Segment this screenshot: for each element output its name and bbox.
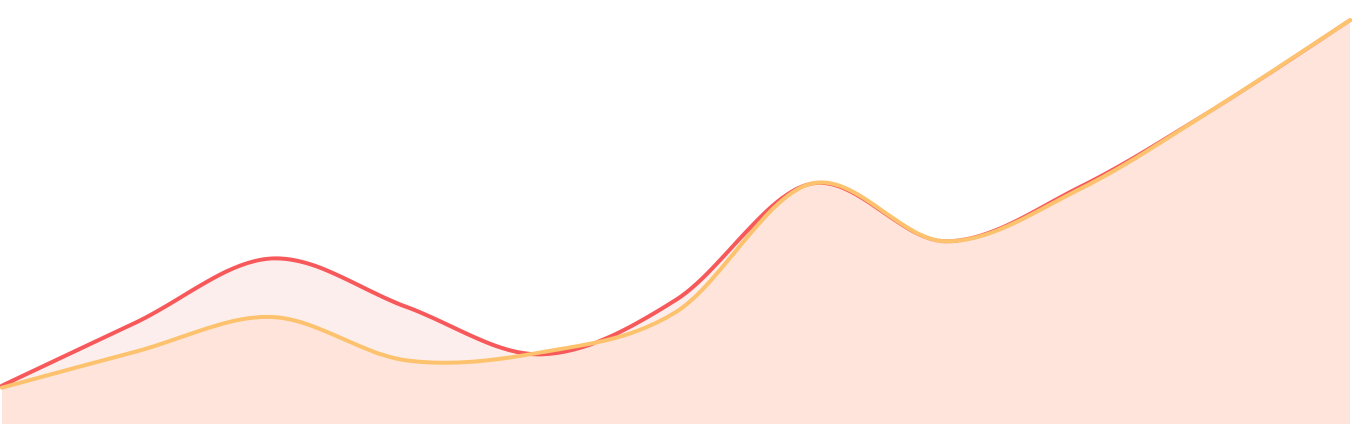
series-2-area: [2, 20, 1350, 424]
series-2-line: [0, 18, 1352, 390]
